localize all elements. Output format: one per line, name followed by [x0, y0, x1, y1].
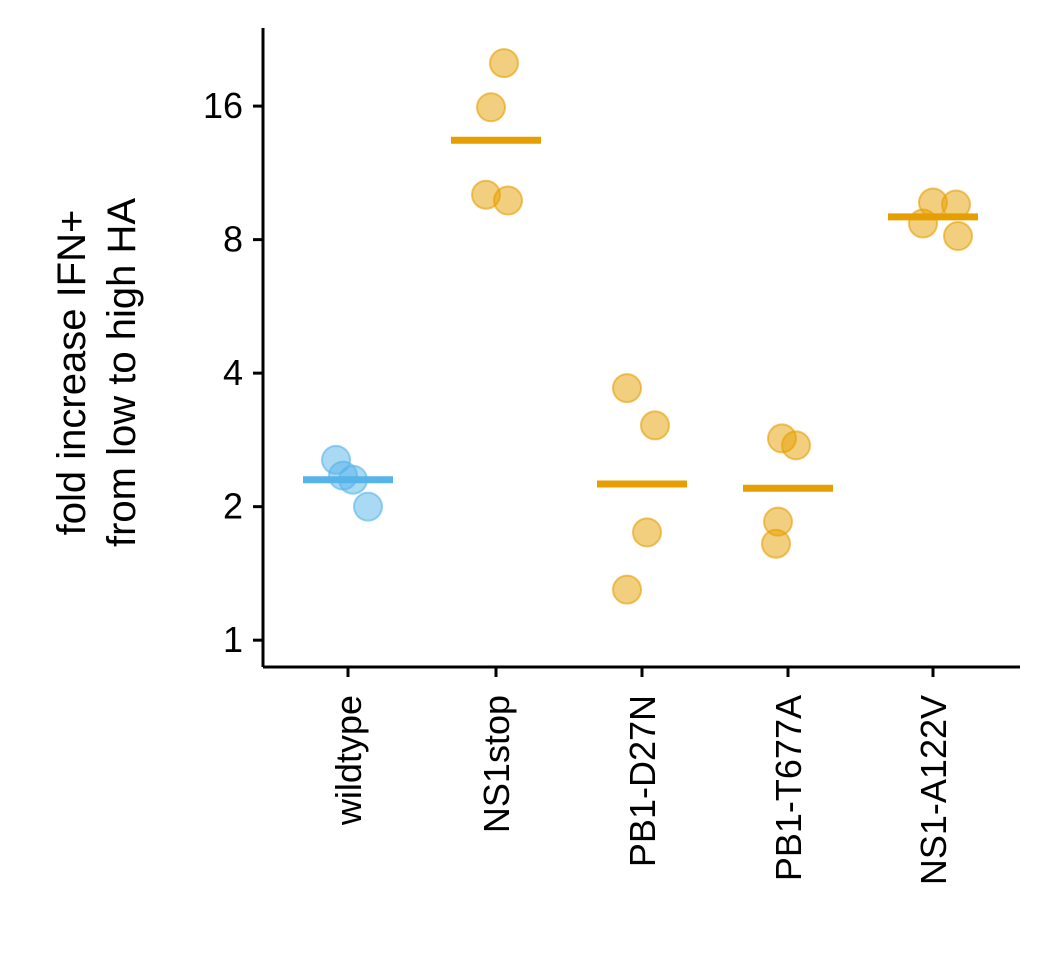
x-category-label: PB1-D27N — [622, 695, 663, 867]
y-tick-label: 1 — [223, 619, 243, 660]
y-tick-label: 2 — [223, 486, 243, 527]
x-axis: wildtype NS1stop PB1-D27N PB1-T677A NS1-A122… — [263, 665, 1020, 885]
x-category-label: wildtype — [328, 695, 369, 826]
data-point — [476, 92, 506, 123]
x-category-label: PB1-T677A — [768, 695, 809, 881]
data-point — [612, 373, 642, 404]
data-point — [761, 528, 791, 559]
data-point — [632, 517, 662, 548]
y-axis-title-text: fold increase IFN+ from low to high HA — [50, 198, 144, 547]
y-tick-label: 8 — [223, 219, 243, 260]
data-point — [612, 574, 642, 605]
data-marks — [303, 48, 978, 605]
data-point — [640, 410, 670, 441]
y-axis: 1 2 4 8 16 — [203, 28, 265, 667]
y-axis-title-line: from low to high HA — [100, 198, 144, 547]
y-axis-title: fold increase IFN+ from low to high HA — [50, 198, 144, 547]
x-category-label: NS1stop — [476, 695, 517, 833]
y-tick-label: 4 — [223, 352, 243, 393]
data-point — [489, 48, 519, 79]
y-axis-title-line: fold increase IFN+ — [50, 210, 94, 536]
x-category-label: NS1-A122V — [913, 695, 954, 885]
data-point — [493, 185, 523, 216]
y-tick-label: 16 — [203, 85, 243, 126]
data-point — [781, 430, 811, 461]
data-point — [353, 491, 383, 522]
data-point — [943, 221, 973, 252]
